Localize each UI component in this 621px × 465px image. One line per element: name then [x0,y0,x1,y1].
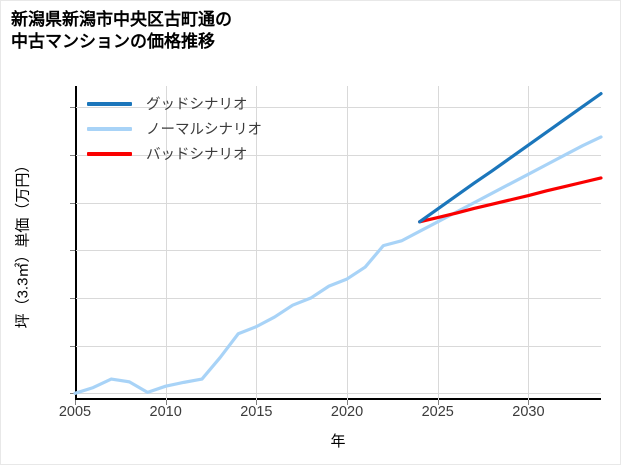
gridline-horizontal [76,155,601,157]
x-axis-line [75,398,601,400]
y-tick-mark [70,298,75,300]
y-tick-mark [70,107,75,109]
gridline-horizontal [76,345,601,347]
series-line [73,135,603,395]
gridline-horizontal [76,202,601,204]
x-tick-mark [256,400,258,405]
y-tick-mark [70,393,75,395]
legend-item[interactable]: グッドシナリオ [87,91,297,116]
gridline-vertical [256,86,258,400]
x-tick-mark [437,400,439,405]
gridline-horizontal [76,393,601,395]
x-tick-label: 2030 [512,404,545,420]
x-tick-label: 2015 [240,404,273,420]
x-tick-mark [528,400,530,405]
legend-label: バッドシナリオ [146,147,248,163]
legend-label: ノーマルシナリオ [146,122,262,138]
gridline-horizontal [76,107,601,109]
series-line [418,176,603,224]
x-tick-label: 2005 [58,404,92,420]
y-tick-mark [70,345,75,347]
legend-label: グッドシナリオ [146,97,248,113]
y-axis-line [75,86,77,400]
gridline-vertical [528,86,530,400]
gridline-vertical [165,86,167,400]
y-tick-mark [70,250,75,252]
legend-item[interactable]: ノーマルシナリオ [87,116,297,141]
legend-item[interactable]: バッドシナリオ [87,141,297,166]
gridline-vertical [347,86,349,400]
legend-color-swatch [87,101,132,106]
x-tick-mark [75,400,76,405]
x-tick-label: 2025 [421,404,454,420]
y-tick-mark [70,202,75,204]
series-layer [73,92,603,395]
y-axis-label: 坪（3.3㎡）単価（万円） [14,157,32,329]
x-tick-mark [165,400,167,405]
x-axis-label: 年 [330,433,346,450]
plot-area: 30405060708090 200520102015202020252030 … [15,86,603,450]
legend: グッドシナリオ ノーマルシナリオ バッドシナリオ [87,91,297,166]
series-line [418,92,603,224]
y-tick-mark [70,155,75,157]
x-tick-label: 2020 [330,404,364,420]
gridline-vertical [437,86,439,400]
x-tick-label: 2010 [149,404,182,420]
legend-color-swatch [87,151,132,156]
page-title: 新潟県新潟市中央区古町通の 中古マンションの価格推移 [11,10,232,51]
legend-color-swatch [87,126,132,131]
gridline-horizontal [76,250,601,252]
x-tick-mark [347,400,349,405]
gridline-horizontal [76,298,601,300]
